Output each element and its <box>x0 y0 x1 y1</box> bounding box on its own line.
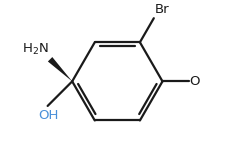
Text: H$_2$N: H$_2$N <box>21 42 48 57</box>
Text: Br: Br <box>154 3 169 16</box>
Text: O: O <box>189 75 199 88</box>
Text: OH: OH <box>38 108 58 122</box>
Polygon shape <box>48 57 72 81</box>
